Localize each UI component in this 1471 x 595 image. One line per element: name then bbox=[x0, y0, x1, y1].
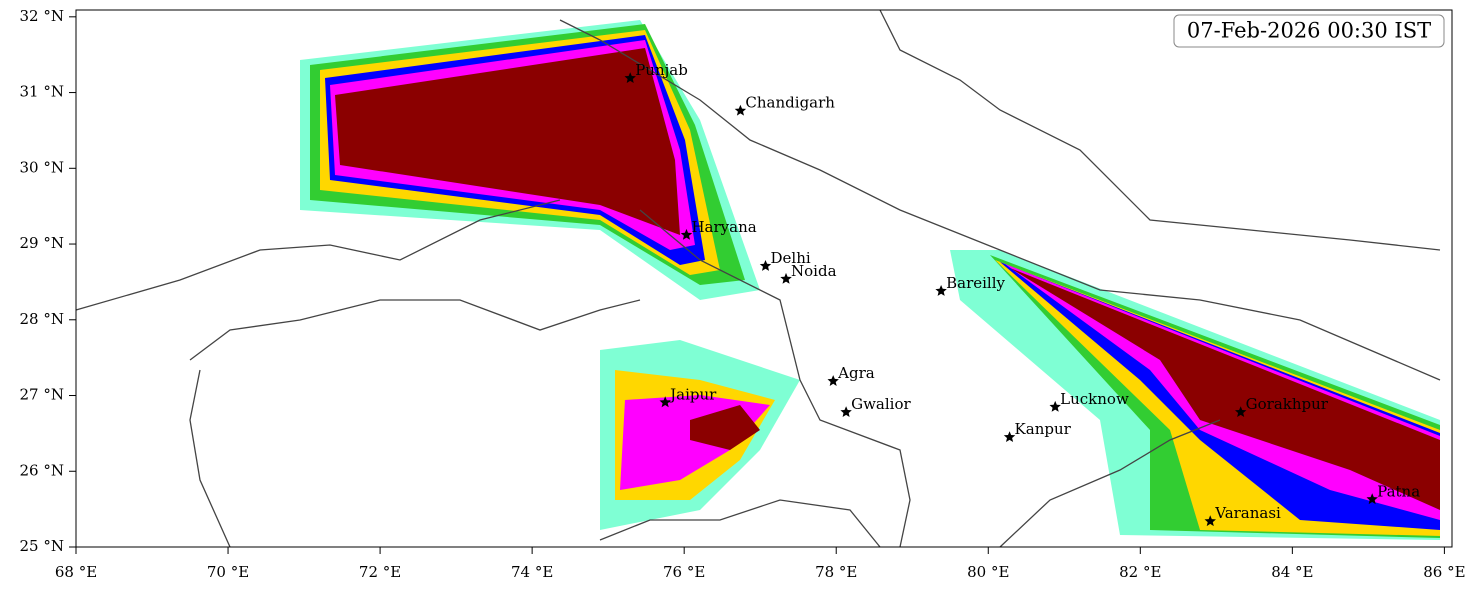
x-tick-label: 78 °E bbox=[815, 563, 857, 581]
city-marker bbox=[840, 406, 852, 417]
y-tick-label: 25 °N bbox=[20, 537, 64, 555]
x-tick-label: 76 °E bbox=[663, 563, 705, 581]
city-label: Punjab bbox=[635, 61, 688, 79]
city-label: Delhi bbox=[771, 249, 811, 267]
city-label: Lucknow bbox=[1060, 390, 1129, 408]
city-marker bbox=[659, 396, 671, 408]
city-label: Haryana bbox=[691, 218, 756, 236]
city-marker bbox=[680, 228, 693, 240]
city-label: Agra bbox=[837, 364, 875, 382]
timestamp: 07-Feb-2026 00:30 IST bbox=[1187, 19, 1431, 43]
city-label: Noida bbox=[791, 262, 837, 280]
x-tick-label: 82 °E bbox=[1119, 563, 1161, 581]
x-tick-label: 68 °E bbox=[55, 563, 97, 581]
rainfall bbox=[300, 20, 1440, 540]
y-tick-label: 29 °N bbox=[20, 234, 64, 252]
city-marker bbox=[1366, 493, 1378, 505]
plot-frame bbox=[75, 9, 1453, 548]
y-tick-label: 31 °N bbox=[20, 83, 64, 101]
city-marker bbox=[935, 285, 947, 296]
city-marker bbox=[1204, 515, 1216, 527]
city-label: Jaipur bbox=[668, 385, 717, 403]
city-label: Bareilly bbox=[946, 274, 1005, 292]
x-tick-label: 74 °E bbox=[511, 563, 553, 581]
timestamp-box bbox=[1173, 14, 1445, 48]
city-label: Gwalior bbox=[851, 395, 911, 413]
x-tick-label: 70 °E bbox=[207, 563, 249, 581]
city-label: Gorakhpur bbox=[1246, 395, 1329, 413]
y-tick-label: 32 °N bbox=[20, 7, 64, 25]
city-marker bbox=[1235, 406, 1247, 417]
city-marker bbox=[1049, 400, 1061, 412]
x-tick-label: 84 °E bbox=[1271, 563, 1313, 581]
x-tick-label: 72 °E bbox=[359, 563, 401, 581]
city-marker bbox=[759, 260, 772, 271]
x-tick-label: 80 °E bbox=[967, 563, 1009, 581]
city-label: Patna bbox=[1377, 482, 1420, 500]
city-label: Varanasi bbox=[1214, 504, 1281, 522]
city-marker bbox=[734, 104, 747, 116]
y-tick-label: 28 °N bbox=[20, 310, 64, 328]
x-tick-label: 86 °E bbox=[1423, 563, 1465, 581]
city-marker bbox=[827, 375, 839, 386]
y-tick-label: 27 °N bbox=[20, 386, 64, 404]
city-marker bbox=[624, 72, 636, 83]
city-label: Kanpur bbox=[1015, 420, 1072, 438]
city-marker bbox=[780, 272, 792, 284]
y-tick-label: 30 °N bbox=[20, 158, 64, 176]
city-label: Chandigarh bbox=[745, 94, 835, 112]
boundaries bbox=[75, 9, 1441, 548]
city-marker bbox=[1003, 431, 1016, 442]
y-tick-label: 26 °N bbox=[20, 461, 64, 479]
